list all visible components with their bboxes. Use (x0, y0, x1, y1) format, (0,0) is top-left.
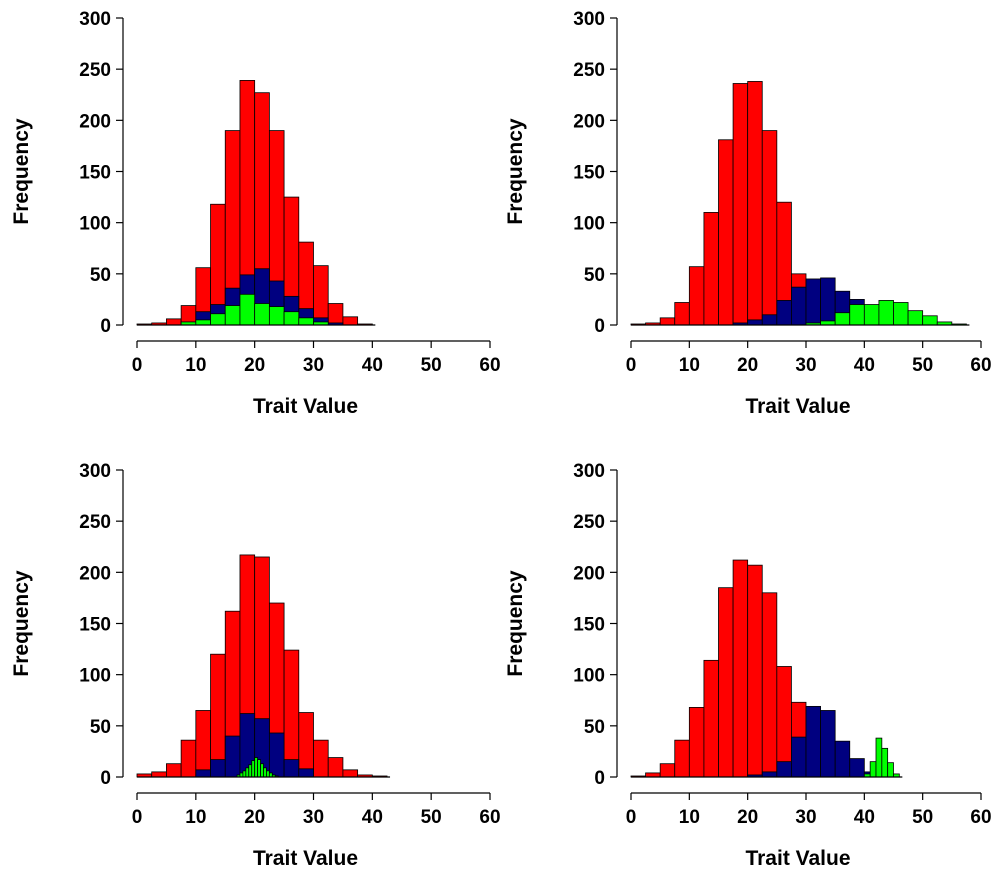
x-tick-label: 60 (970, 355, 991, 376)
y-tick-label: 250 (573, 60, 605, 81)
bar-red (645, 772, 661, 778)
x-tick-label: 40 (362, 355, 383, 376)
x-axis-title: Trait Value (745, 395, 850, 418)
x-tick-label: 40 (854, 807, 875, 828)
y-tick-label: 100 (573, 214, 605, 235)
y-tick-label: 0 (100, 768, 111, 789)
y-tick-label: 150 (573, 615, 605, 636)
y-axis-title: Frequency (10, 570, 33, 677)
y-axis-title: Frequency (10, 118, 33, 225)
y-tick-label: 150 (79, 163, 111, 184)
bar-red (688, 707, 705, 778)
y-tick-label: 200 (573, 563, 605, 584)
bar-red (776, 666, 792, 778)
y-tick-label: 0 (594, 316, 605, 337)
bar-red (732, 559, 749, 778)
x-tick-label: 0 (626, 807, 637, 828)
x-tick-label: 50 (421, 355, 442, 376)
x-tick-label: 50 (421, 807, 442, 828)
y-tick-label: 200 (79, 563, 111, 584)
y-tick-label: 100 (79, 214, 111, 235)
y-tick-label: 200 (79, 111, 111, 132)
bar-green (875, 737, 883, 778)
x-tick-label: 0 (626, 355, 637, 376)
bar-blue (805, 705, 821, 778)
y-tick-label: 100 (79, 666, 111, 687)
x-tick-label: 50 (912, 807, 933, 828)
bar-green (881, 747, 889, 778)
x-tick-label: 20 (244, 355, 265, 376)
bar-red (674, 739, 690, 778)
x-axis-title: Trait Value (253, 395, 358, 418)
bar-red (718, 587, 734, 778)
y-tick-label: 250 (79, 512, 111, 533)
bar-red (659, 763, 676, 778)
y-tick-label: 150 (79, 615, 111, 636)
x-tick-label: 30 (303, 355, 324, 376)
y-tick-label: 200 (573, 111, 605, 132)
y-tick-label: 50 (90, 265, 111, 286)
bar-red (747, 564, 763, 778)
x-tick-label: 0 (132, 807, 143, 828)
x-tick-label: 60 (479, 807, 500, 828)
bar-blue (761, 771, 778, 778)
bar-green (869, 761, 877, 778)
series-green (805, 300, 967, 326)
x-tick-label: 30 (795, 807, 816, 828)
y-axis-title: Frequency (504, 118, 527, 225)
x-tick-label: 60 (479, 355, 500, 376)
bar-red (761, 592, 778, 778)
bar-green (887, 762, 894, 778)
series-green (863, 737, 900, 778)
x-tick-label: 0 (132, 355, 143, 376)
x-tick-label: 40 (854, 355, 875, 376)
x-axis-title: Trait Value (745, 847, 850, 869)
y-tick-label: 300 (79, 461, 111, 482)
x-tick-label: 30 (795, 355, 816, 376)
x-axis-title: Trait Value (253, 847, 358, 869)
y-tick-label: 50 (90, 717, 111, 738)
x-tick-label: 10 (185, 355, 206, 376)
y-tick-label: 50 (584, 265, 605, 286)
x-tick-label: 20 (737, 355, 758, 376)
y-tick-label: 300 (573, 461, 605, 482)
y-tick-label: 300 (79, 9, 111, 30)
y-tick-label: 150 (573, 163, 605, 184)
x-tick-label: 40 (362, 807, 383, 828)
y-tick-label: 0 (594, 768, 605, 789)
y-tick-label: 100 (573, 666, 605, 687)
bar-blue (776, 761, 792, 778)
series-red (136, 554, 388, 778)
y-tick-label: 300 (573, 9, 605, 30)
x-tick-label: 60 (970, 807, 991, 828)
x-tick-label: 20 (244, 807, 265, 828)
bar-blue (791, 736, 807, 778)
x-tick-label: 20 (737, 807, 758, 828)
x-tick-label: 30 (303, 807, 324, 828)
series-green (180, 293, 329, 326)
y-tick-label: 250 (79, 60, 111, 81)
y-tick-label: 50 (584, 717, 605, 738)
y-tick-label: 0 (100, 316, 111, 337)
x-tick-label: 10 (679, 807, 700, 828)
bar-blue (820, 710, 836, 778)
y-tick-label: 250 (573, 512, 605, 533)
bar-blue (834, 740, 851, 778)
x-tick-label: 50 (912, 355, 933, 376)
x-tick-label: 10 (679, 355, 700, 376)
y-axis-title: Frequency (504, 570, 527, 677)
bar-red (703, 659, 719, 778)
x-tick-label: 10 (185, 807, 206, 828)
bar-blue (849, 758, 865, 778)
